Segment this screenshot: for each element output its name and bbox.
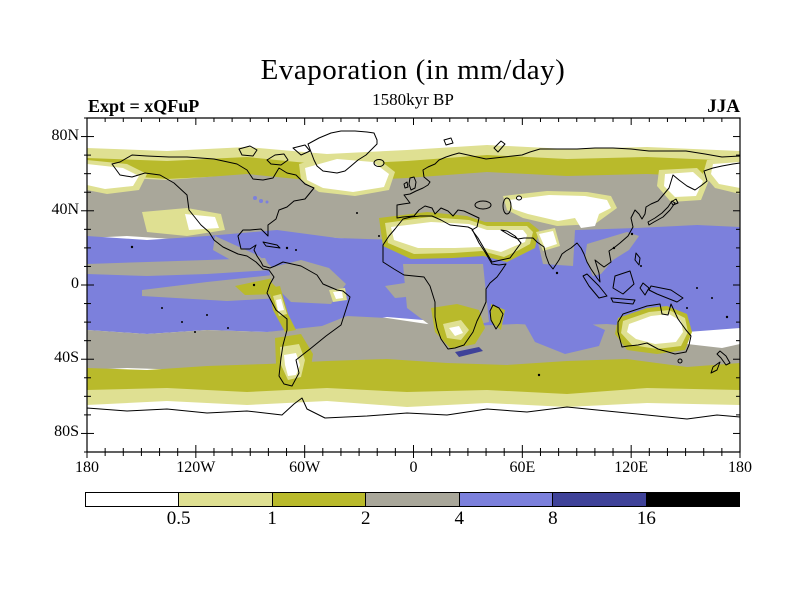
great-lake xyxy=(253,196,257,200)
colorbar-boundary-label: 1 xyxy=(267,508,277,529)
colorbar-boundary-label: 8 xyxy=(548,508,558,529)
iceland-island xyxy=(374,160,384,167)
maritime-continent-islands xyxy=(583,253,683,304)
ireland-coastline xyxy=(404,182,408,188)
colorbar-segment xyxy=(271,492,367,507)
small-islands-dots xyxy=(130,212,729,377)
colorbar-boundary-label: 16 xyxy=(636,508,656,529)
lat-tick-label: 40N xyxy=(51,200,79,218)
colorbar-segment xyxy=(552,492,647,507)
colorbar-segment xyxy=(645,492,740,507)
colorbar xyxy=(85,492,740,507)
great-lake xyxy=(265,200,269,204)
lat-tick-label: 80S xyxy=(54,423,79,441)
africa-coastline xyxy=(383,216,506,349)
lon-tick-label: 120E xyxy=(614,459,649,476)
java-island xyxy=(611,298,635,304)
experiment-label: Expt = xQFuP xyxy=(88,96,200,116)
colorbar-segment xyxy=(178,492,273,507)
figure-title: Evaporation (in mm/day) xyxy=(260,54,566,86)
lat-tick-label: 40S xyxy=(54,349,79,367)
antarctica-coastline xyxy=(87,398,740,452)
arctic-island xyxy=(267,154,288,165)
sumatra-island xyxy=(583,274,607,298)
coastlines xyxy=(112,148,740,386)
arctic-island xyxy=(239,146,257,156)
lon-tick-label: 60E xyxy=(509,459,536,476)
madagascar-coastline xyxy=(490,305,503,329)
borneo-island xyxy=(613,271,634,294)
arctic-island xyxy=(293,145,310,155)
hokkaido-coastline xyxy=(671,199,678,205)
lon-tick-label: 120W xyxy=(176,459,216,476)
novaya-zemlya-island xyxy=(494,141,505,152)
aral-sea xyxy=(517,196,522,200)
black-sea xyxy=(475,201,491,209)
svalbard-island xyxy=(444,138,453,145)
australia-coastline xyxy=(618,304,691,354)
desert-and-low-evap-patches xyxy=(87,154,740,386)
colorbar-boundary-label: 0.5 xyxy=(166,508,191,529)
colorbar-segment xyxy=(85,492,180,507)
lon-tick-label: 60W xyxy=(289,459,321,476)
americas-coastline xyxy=(112,155,350,386)
evaporation-map xyxy=(75,110,752,462)
polar-land xyxy=(87,131,740,452)
lon-tick-label: 0 xyxy=(409,459,418,476)
britain-coastline xyxy=(409,177,416,190)
lon-tick-label: 180 xyxy=(728,459,752,476)
great-lake xyxy=(259,199,263,203)
new-zealand-south xyxy=(711,362,720,373)
inland-seas-and-lakes xyxy=(253,196,522,214)
eurasia-coastline xyxy=(397,148,740,282)
cuba-coastline xyxy=(263,242,280,248)
new-zealand-north xyxy=(717,351,730,365)
colorbar-segment xyxy=(458,492,554,507)
tasmania-island xyxy=(678,359,682,363)
colorbar-boundary-label: 2 xyxy=(360,508,371,529)
new-guinea-island xyxy=(649,286,683,302)
lon-tick-label: 180 xyxy=(75,459,99,476)
philippines-islands xyxy=(635,253,640,265)
greenland-coastline xyxy=(308,131,377,173)
japan-coastline xyxy=(648,201,675,225)
axis-ticks xyxy=(81,118,740,458)
figure-subtitle: 1580kyr BP xyxy=(372,90,454,109)
colorbar-segment xyxy=(365,492,460,507)
caspian-sea xyxy=(503,198,511,214)
lat-tick-label: 80N xyxy=(51,126,79,144)
colorbar-boundary-label: 4 xyxy=(454,508,465,529)
sulawesi-island xyxy=(640,283,649,295)
season-label: JJA xyxy=(707,96,740,117)
lat-tick-label: 0 xyxy=(71,275,79,292)
